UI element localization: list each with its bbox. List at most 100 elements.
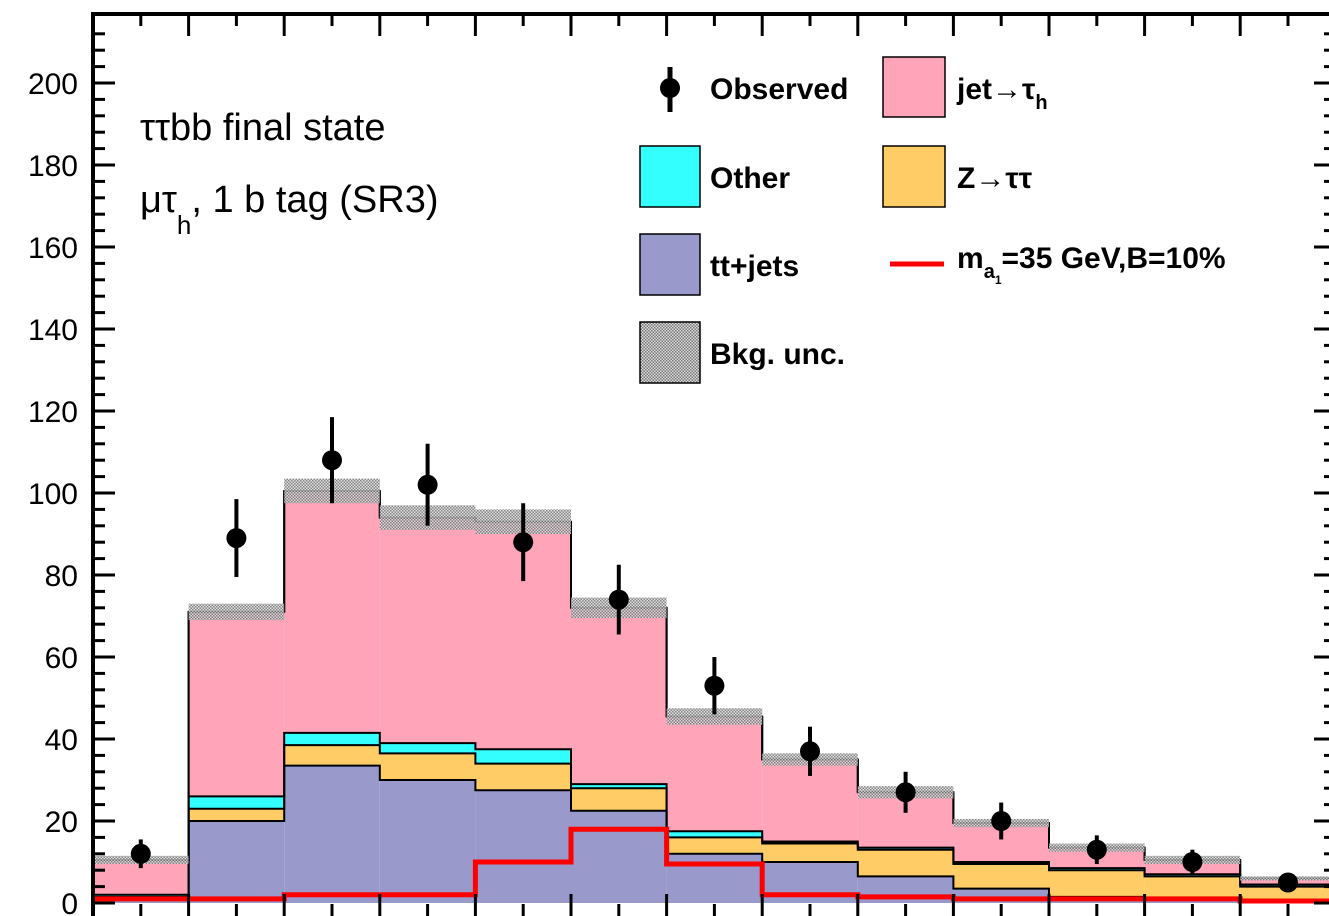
bar-ttjets-bin-6 <box>666 853 763 903</box>
unc-band-bin-6 <box>666 708 763 725</box>
legend-label-signal: ma1=35 GeV,B=10% <box>957 242 1226 287</box>
ytick-label-0: 0 <box>61 888 78 916</box>
observed-point-bin-11 <box>1182 852 1203 872</box>
ytick-label-160: 160 <box>28 232 78 265</box>
legend-entry-other: Other <box>639 145 790 208</box>
legend-label-observed: Observed <box>710 73 848 106</box>
legend-entry-ztautau: Z→ττ <box>882 145 1032 208</box>
bar-ztautau-bin-9 <box>953 864 1049 889</box>
bar-ztautau-bin-7 <box>762 843 858 862</box>
bar-jet_tau-bin-2 <box>284 490 380 733</box>
unc-band-bin-1 <box>188 603 285 621</box>
legend-signal-suffix: =35 GeV,B=10% <box>1002 242 1226 275</box>
observed-point-bin-3 <box>417 474 438 495</box>
ytick-label-140: 140 <box>28 314 78 347</box>
legend-signal-sub: a <box>984 261 996 283</box>
legend-entry-bkg-unc: Bkg. unc. <box>639 321 845 384</box>
legend-label-ztautau: Z→ττ <box>957 162 1032 195</box>
observed-point-bin-6 <box>704 675 725 696</box>
observed-point-bin-12 <box>1278 872 1298 893</box>
observed-point-bin-10 <box>1086 839 1107 860</box>
annotation-final-state: ττbb final state <box>140 107 386 149</box>
stacked-bars <box>93 489 1329 903</box>
ytick-label-120: 120 <box>28 396 78 429</box>
ytick-label-20: 20 <box>45 806 78 839</box>
bar-other-bin-5 <box>571 784 667 789</box>
observed-point-bin-9 <box>991 811 1012 831</box>
observed-points <box>130 417 1298 893</box>
legend-entry-jet-tau: jet→τh <box>882 56 1048 118</box>
bar-jet_tau-bin-5 <box>571 607 667 785</box>
observed-point-bin-4 <box>513 532 534 553</box>
signal-line <box>93 826 1329 904</box>
bar-other-bin-7 <box>762 841 858 844</box>
signal-curve <box>93 826 1329 904</box>
observed-point-bin-1 <box>226 528 247 549</box>
bar-other-bin-0 <box>93 894 189 897</box>
observed-point-bin-2 <box>322 450 342 471</box>
bar-ztautau-bin-3 <box>379 753 476 780</box>
legend: Observed jet→τh Other Z→ττ tt+jets ma1=3… <box>639 56 1226 384</box>
legend-swatch-ztautau <box>882 145 946 208</box>
bar-ztautau-bin-8 <box>857 849 954 877</box>
bar-other-bin-4 <box>475 749 571 764</box>
bar-ztautau-bin-5 <box>571 788 667 811</box>
ytick-label-80: 80 <box>45 560 78 593</box>
outline-other <box>93 731 1329 896</box>
bar-other-bin-9 <box>953 862 1049 865</box>
ytick-label-180: 180 <box>28 150 78 183</box>
y-axis: 0 20 40 60 80 100 120 140 160 180 200 <box>28 14 1329 916</box>
bar-other-bin-1 <box>188 796 285 809</box>
bar-ttjets-bin-2 <box>284 765 380 903</box>
annotation-channel-rest: , 1 b tag (SR3) <box>191 179 438 221</box>
legend-jet-tau-main: jet→τ <box>956 73 1035 106</box>
legend-jet-tau-sub: h <box>1035 92 1047 114</box>
ytick-label-60: 60 <box>45 642 78 675</box>
legend-swatch-other <box>639 145 701 208</box>
ytick-label-200: 200 <box>28 68 78 101</box>
annotation-channel-main: μτ <box>140 179 177 221</box>
bar-ztautau-bin-1 <box>188 808 285 821</box>
legend-observed-marker <box>660 78 680 98</box>
legend-entry-signal: ma1=35 GeV,B=10% <box>890 242 1226 287</box>
bar-ztautau-bin-6 <box>666 837 763 854</box>
legend-swatch-ttjets <box>639 233 701 296</box>
bar-ttjets-bin-5 <box>571 810 667 903</box>
observed-point-bin-8 <box>895 782 916 803</box>
ytick-label-40: 40 <box>45 724 78 757</box>
legend-signal-subsub: 1 <box>995 273 1002 287</box>
annotation-channel-sub: h <box>177 210 191 240</box>
bar-ztautau-bin-10 <box>1049 870 1145 897</box>
observed-point-bin-7 <box>800 741 820 762</box>
bar-jet_tau-bin-6 <box>666 716 763 832</box>
legend-signal-prefix: m <box>957 242 984 275</box>
bar-other-bin-2 <box>284 732 380 746</box>
outline-ztautau <box>93 744 1329 898</box>
bar-other-bin-6 <box>666 831 763 838</box>
ytick-label-100: 100 <box>28 478 78 511</box>
legend-entry-observed: Observed <box>660 67 848 112</box>
legend-swatch-bkg-unc <box>639 321 701 384</box>
legend-label-ttjets: tt+jets <box>710 250 799 283</box>
bar-ttjets-bin-3 <box>379 780 476 903</box>
bar-ztautau-bin-4 <box>475 763 571 791</box>
observed-point-bin-5 <box>608 589 629 610</box>
bar-other-bin-10 <box>1049 868 1145 871</box>
bar-jet_tau-bin-3 <box>379 517 476 744</box>
legend-label-bkg-unc: Bkg. unc. <box>710 338 845 371</box>
bar-other-bin-8 <box>857 847 954 850</box>
bar-ztautau-bin-2 <box>284 745 380 766</box>
bar-ztautau-bin-12 <box>1240 886 1329 901</box>
annotation-channel: μτh, 1 b tag (SR3) <box>140 179 439 240</box>
legend-label-jet-tau: jet→τh <box>956 73 1048 114</box>
observed-point-bin-0 <box>130 843 151 864</box>
bar-ztautau-bin-11 <box>1144 876 1241 899</box>
legend-label-other: Other <box>710 162 790 195</box>
bar-other-bin-3 <box>379 743 476 754</box>
legend-entry-ttjets: tt+jets <box>639 233 799 296</box>
bar-ttjets-bin-1 <box>188 821 285 903</box>
bar-other-bin-11 <box>1144 874 1241 877</box>
legend-swatch-jet-tau <box>882 56 946 118</box>
bar-jet_tau-bin-1 <box>188 611 285 797</box>
